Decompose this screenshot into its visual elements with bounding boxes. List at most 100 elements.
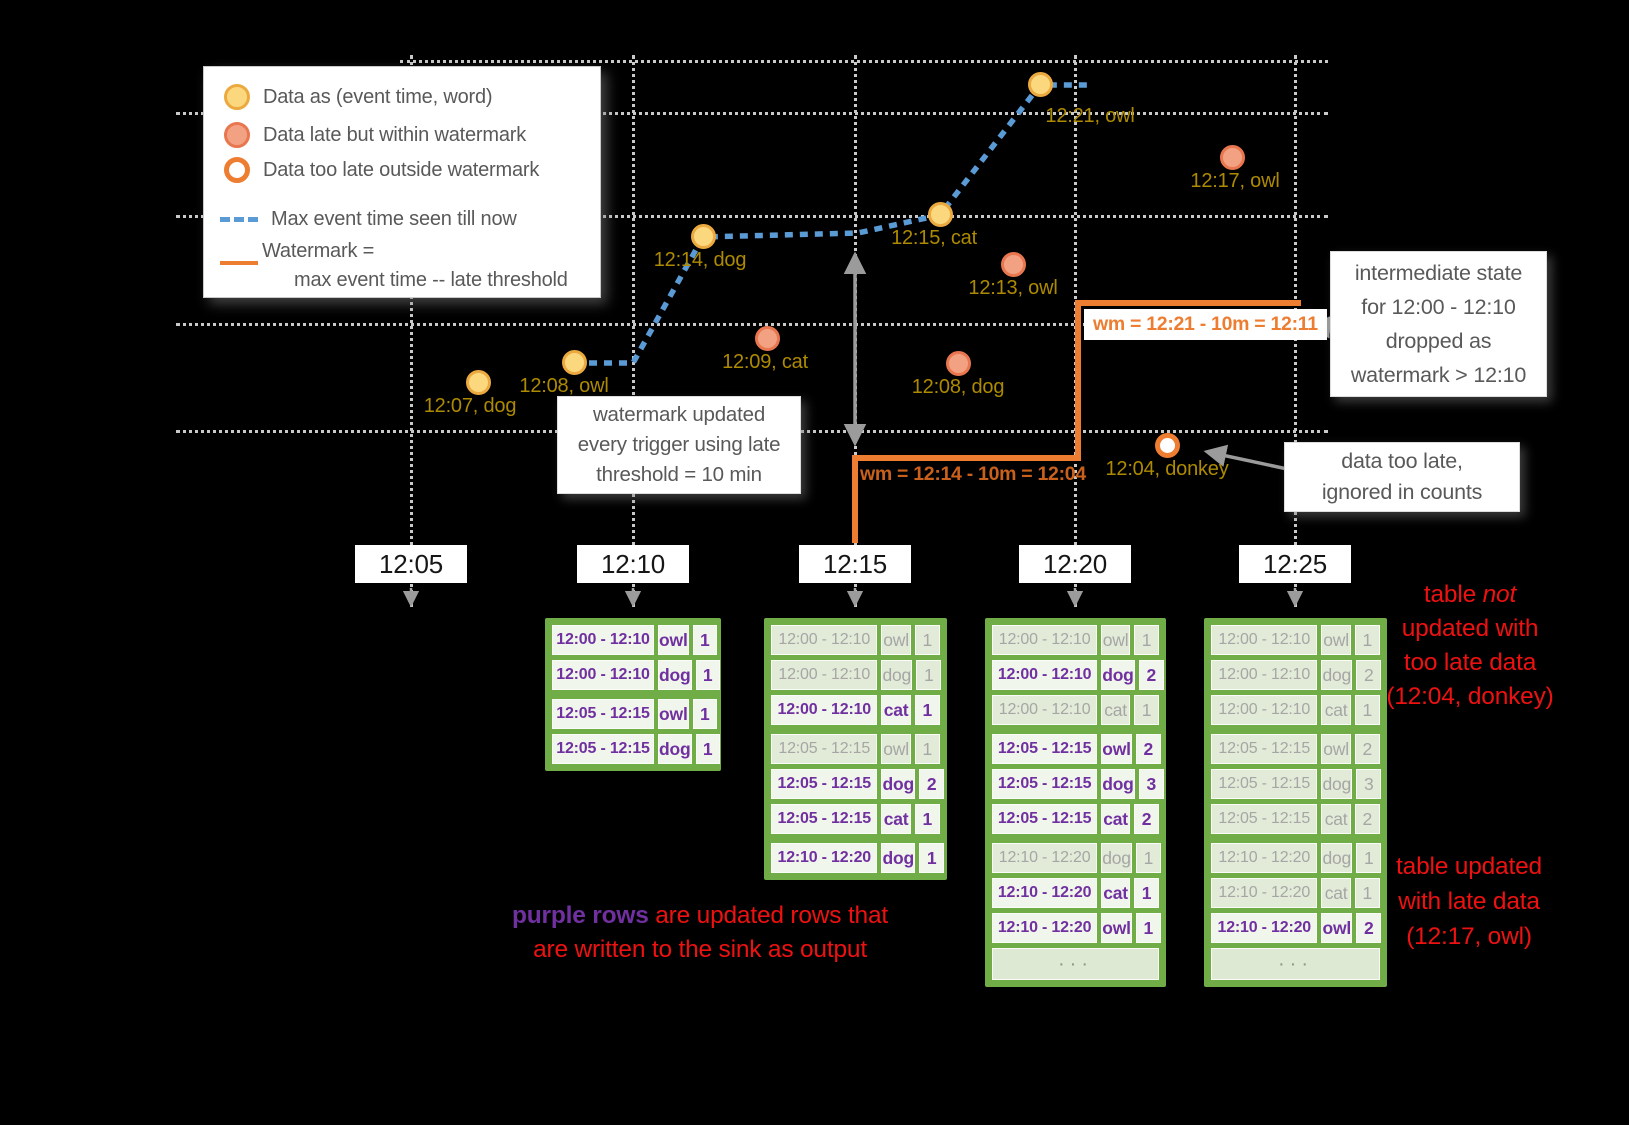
event-dot-1208-owl <box>561 349 587 375</box>
word-cell: dog <box>658 660 692 690</box>
event-label: 12:09, cat <box>722 351 808 373</box>
note-table-not-updated: table not updated with too late data (12:04… <box>1386 581 1554 710</box>
result-table-1215: 12:00 - 12:10 owl 1 12:00 - 12:10 dog 1 … <box>764 618 947 880</box>
count-cell: 1 <box>1354 878 1380 908</box>
word-cell: owl <box>658 625 689 655</box>
table-row: 12:05 - 12:15 owl 2 <box>992 734 1161 764</box>
window-cell: 12:10 - 12:20 <box>992 843 1098 873</box>
count-cell: 3 <box>1138 769 1164 799</box>
note-watermark-trigger: watermark updated every trigger using lat… <box>557 396 801 494</box>
table-row: 12:05 - 12:15 cat 1 <box>771 804 940 834</box>
event-dot-1207-dog <box>465 369 491 395</box>
window-cell: 12:00 - 12:10 <box>771 695 878 725</box>
event-dot-1213-owl <box>1000 251 1026 277</box>
count-cell: 1 <box>1133 625 1159 655</box>
table-row: 12:10 - 12:20 dog 1 <box>771 843 945 873</box>
legend-item: Data too late outside watermark <box>224 156 539 184</box>
time-label-1225: 12:25 <box>1239 545 1351 583</box>
count-cell: 1 <box>1133 878 1159 908</box>
word-cell: dog <box>1321 843 1353 873</box>
table-row: 12:00 - 12:10 owl 1 <box>552 625 717 655</box>
note-purple-rows: purple rows are updated rows that are wri… <box>470 899 930 967</box>
table-row: 12:10 - 12:20 cat 1 <box>992 878 1159 908</box>
table-row: 12:10 - 12:20 dog 1 <box>1211 843 1382 873</box>
window-cell: 12:10 - 12:20 <box>1211 843 1318 873</box>
count-cell: 1 <box>1135 913 1161 943</box>
window-cell: 12:05 - 12:15 <box>771 734 878 764</box>
legend-item-label: Data too late outside watermark <box>263 158 540 181</box>
table-row: 12:10 - 12:20 dog 1 <box>992 843 1161 873</box>
legend-item-sublabel: max event time -- late threshold <box>294 269 568 291</box>
note-table-updated: table updated with late data (12:17, owl) <box>1396 853 1542 950</box>
event-label: 12:08, dog <box>911 376 1005 398</box>
legend-item: Data as (event time, word) <box>224 83 493 111</box>
table-row: 12:05 - 12:15 dog 3 <box>992 769 1164 799</box>
window-cell: 12:10 - 12:20 <box>992 878 1098 908</box>
count-cell: 1 <box>695 660 720 690</box>
table-row: 12:00 - 12:10 dog 2 <box>992 660 1164 690</box>
event-dot-1208-dog <box>945 350 971 376</box>
window-cell: 12:00 - 12:10 <box>1211 695 1318 725</box>
word-cell: dog <box>881 769 915 799</box>
event-dot-1204-donkey <box>1154 432 1180 458</box>
window-cell: 12:05 - 12:15 <box>1211 769 1318 799</box>
legend-item-label: Data as (event time, word) <box>263 85 493 108</box>
table-row: 12:00 - 12:10 dog 1 <box>771 660 942 690</box>
watermark-label-1211: wm = 12:21 - 10m = 12:11 <box>1084 309 1327 340</box>
count-cell: 1 <box>914 625 940 655</box>
table-row: 12:05 - 12:15 dog 2 <box>771 769 945 799</box>
word-cell: owl <box>1101 734 1132 764</box>
window-cell: 12:05 - 12:15 <box>992 769 1098 799</box>
word-cell: dog <box>1101 843 1132 873</box>
table-row: 12:05 - 12:15 owl 2 <box>1211 734 1380 764</box>
window-cell: 12:00 - 12:10 <box>771 660 878 690</box>
table-row: 12:05 - 12:15 owl 1 <box>771 734 940 764</box>
count-cell: 2 <box>1356 660 1382 690</box>
word-cell: owl <box>1321 913 1353 943</box>
table-row: 12:05 - 12:15 dog 3 <box>1211 769 1382 799</box>
window-cell: 12:00 - 12:10 <box>552 660 655 690</box>
table-row: 12:05 - 12:15 owl 1 <box>552 699 717 729</box>
vertical-gridline <box>1074 55 1077 607</box>
word-cell: cat <box>881 804 911 834</box>
legend-item: Max event time seen till now <box>220 205 517 233</box>
window-cell: 12:00 - 12:10 <box>771 625 878 655</box>
window-cell: 12:00 - 12:10 <box>992 695 1098 725</box>
count-cell: 2 <box>1133 804 1159 834</box>
window-cell: 12:05 - 12:15 <box>1211 734 1318 764</box>
result-table-1220: 12:00 - 12:10 owl 1 12:00 - 12:10 dog 2 … <box>985 618 1166 987</box>
count-cell: 1 <box>695 734 720 764</box>
word-cell: dog <box>1321 769 1353 799</box>
too-late-ring-icon <box>224 157 250 183</box>
event-dot-1214-dog <box>690 223 716 249</box>
table-row: 12:00 - 12:10 owl 1 <box>992 625 1159 655</box>
table-row: 12:05 - 12:15 cat 2 <box>1211 804 1380 834</box>
result-table-1225: 12:00 - 12:10 owl 1 12:00 - 12:10 dog 2 … <box>1204 618 1387 987</box>
word-cell: cat <box>1101 695 1130 725</box>
result-table-1210: 12:00 - 12:10 owl 1 12:00 - 12:10 dog 1 … <box>545 618 721 771</box>
legend-item-label: Max event time seen till now <box>271 207 517 230</box>
word-cell: cat <box>1101 878 1130 908</box>
time-label-1215: 12:15 <box>799 545 911 583</box>
on-time-dot-icon <box>224 84 250 110</box>
vertical-gridline <box>854 55 857 607</box>
count-cell: 1 <box>914 695 940 725</box>
word-cell: owl <box>1321 625 1351 655</box>
time-label-1205: 12:05 <box>355 545 467 583</box>
table-row: 12:00 - 12:10 dog 2 <box>1211 660 1382 690</box>
window-cell: 12:05 - 12:15 <box>771 804 878 834</box>
count-cell: 1 <box>1354 695 1380 725</box>
count-cell: 2 <box>1138 660 1164 690</box>
horizontal-gridline <box>400 60 1328 63</box>
window-cell: 12:00 - 12:10 <box>992 625 1098 655</box>
window-cell: 12:00 - 12:10 <box>1211 660 1318 690</box>
window-cell: 12:05 - 12:15 <box>552 734 655 764</box>
count-cell: 1 <box>1135 843 1161 873</box>
word-cell: dog <box>881 843 915 873</box>
word-cell: cat <box>1321 878 1351 908</box>
count-cell: 2 <box>1354 804 1380 834</box>
event-dot-1217-owl <box>1219 144 1245 170</box>
word-cell: dog <box>1101 660 1135 690</box>
table-row: 12:10 - 12:20 owl 2 <box>1211 913 1382 943</box>
